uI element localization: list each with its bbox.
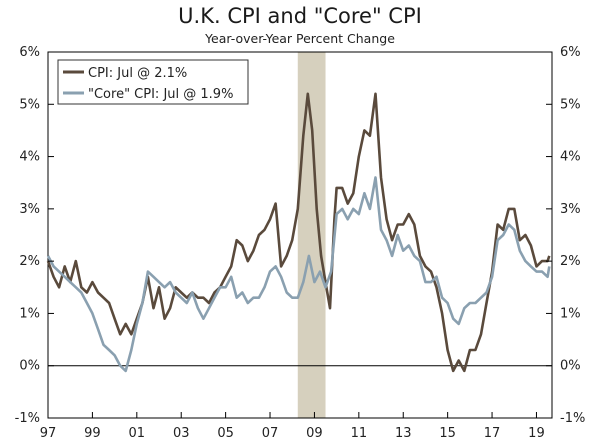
legend: CPI: Jul @ 2.1% "Core" CPI: Jul @ 1.9% bbox=[57, 59, 249, 105]
recession-band bbox=[297, 52, 326, 418]
legend-label-cpi: CPI: Jul @ 2.1% bbox=[88, 66, 187, 81]
x-tick-label: 07 bbox=[262, 426, 279, 441]
y-tick-label-left: 2% bbox=[19, 254, 40, 269]
x-tick-label: 19 bbox=[528, 426, 545, 441]
y-tick-label-right: -1% bbox=[560, 411, 585, 426]
x-tick-label: 17 bbox=[484, 426, 501, 441]
x-tick-label: 05 bbox=[217, 426, 234, 441]
y-tick-label-left: 6% bbox=[19, 45, 40, 60]
x-tick-label: 15 bbox=[439, 426, 456, 441]
x-tick-label: 09 bbox=[306, 426, 323, 441]
series-line-core bbox=[46, 176, 551, 373]
y-tick-label-left: 0% bbox=[19, 359, 40, 374]
y-tick-label-right: 0% bbox=[560, 359, 581, 374]
y-tick-label-left: 5% bbox=[19, 97, 40, 112]
y-tick-label-right: 5% bbox=[560, 97, 581, 112]
x-tick-label: 11 bbox=[351, 426, 368, 441]
y-tick-label-left: 1% bbox=[19, 306, 40, 321]
legend-label-core: "Core" CPI: Jul @ 1.9% bbox=[88, 87, 233, 102]
x-tick-label: 99 bbox=[84, 426, 101, 441]
plot-frame bbox=[47, 51, 553, 419]
x-tick-label: 97 bbox=[40, 426, 57, 441]
series-line-cpi bbox=[46, 92, 551, 373]
y-tick-label-right: 1% bbox=[560, 306, 581, 321]
y-tick-label-left: 4% bbox=[19, 150, 40, 165]
x-tick-label: 03 bbox=[173, 426, 190, 441]
y-tick-label-right: 2% bbox=[560, 254, 581, 269]
y-tick-label-right: 6% bbox=[560, 45, 581, 60]
y-tick-label-right: 3% bbox=[560, 202, 581, 217]
y-tick-label-left: 3% bbox=[19, 202, 40, 217]
legend-box bbox=[57, 59, 249, 105]
x-tick-label: 13 bbox=[395, 426, 412, 441]
x-tick-label: 01 bbox=[129, 426, 146, 441]
chart-title: U.K. CPI and "Core" CPI bbox=[178, 4, 422, 28]
y-tick-label-right: 4% bbox=[560, 150, 581, 165]
y-tick-label-left: -1% bbox=[15, 411, 40, 426]
chart-subtitle: Year-over-Year Percent Change bbox=[205, 31, 395, 46]
